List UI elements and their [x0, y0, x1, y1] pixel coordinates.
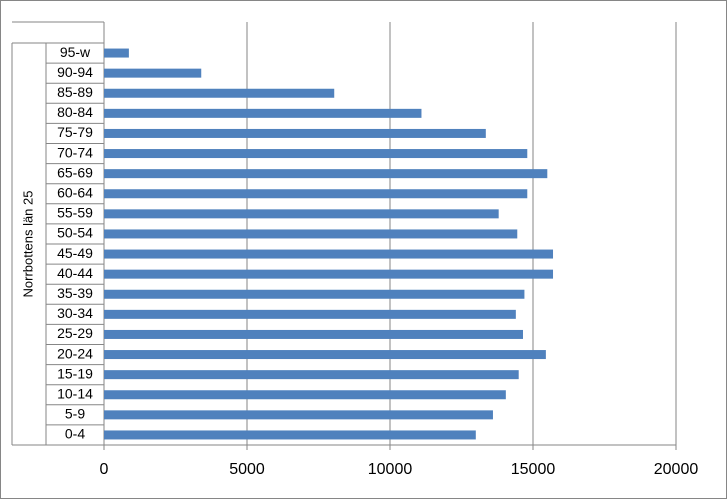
bar: [104, 309, 516, 319]
y-tick-label: 15-19: [57, 365, 93, 381]
bar: [104, 128, 486, 138]
bar: [104, 430, 476, 440]
y-tick-label: 20-24: [57, 345, 93, 361]
bar: [104, 169, 548, 179]
y-tick-label: 65-69: [57, 164, 93, 180]
y-tick-label: 30-34: [57, 305, 93, 321]
bar: [104, 370, 519, 380]
y-tick-label: 95-w: [60, 44, 91, 60]
bar: [104, 209, 499, 219]
bar: [104, 350, 546, 360]
bar: [104, 249, 554, 259]
axis-label: Norrbottens län 25: [20, 191, 35, 298]
y-tick-label: 90-94: [57, 64, 93, 80]
y-tick-label: 50-54: [57, 225, 93, 241]
bar: [104, 269, 554, 279]
y-tick-label: 70-74: [57, 144, 93, 160]
y-tick-label: 60-64: [57, 184, 93, 200]
y-tick-label: 45-49: [57, 245, 93, 261]
y-tick-label: 0-4: [65, 426, 85, 442]
x-tick-label: 20000: [654, 461, 699, 478]
bar: [104, 329, 523, 339]
y-tick-label: 55-59: [57, 205, 93, 221]
bar: [104, 149, 528, 159]
y-tick-label: 5-9: [65, 406, 85, 422]
bar: [104, 68, 202, 78]
bar: [104, 48, 129, 58]
y-tick-label: 35-39: [57, 285, 93, 301]
x-tick-label: 5000: [229, 461, 265, 478]
bar: [104, 189, 528, 199]
bar: [104, 390, 506, 400]
bar: [104, 229, 518, 239]
bar: [104, 410, 493, 420]
bar: [104, 108, 422, 118]
x-tick-label: 15000: [511, 461, 556, 478]
bar: [104, 88, 335, 98]
y-tick-label: 75-79: [57, 124, 93, 140]
x-tick-label: 10000: [368, 461, 413, 478]
bar: [104, 289, 525, 299]
y-tick-label: 40-44: [57, 265, 93, 281]
y-tick-label: 85-89: [57, 84, 93, 100]
y-tick-label: 10-14: [57, 385, 93, 401]
x-tick-label: 0: [100, 461, 109, 478]
y-tick-label: 25-29: [57, 325, 93, 341]
y-tick-label: 80-84: [57, 104, 93, 120]
